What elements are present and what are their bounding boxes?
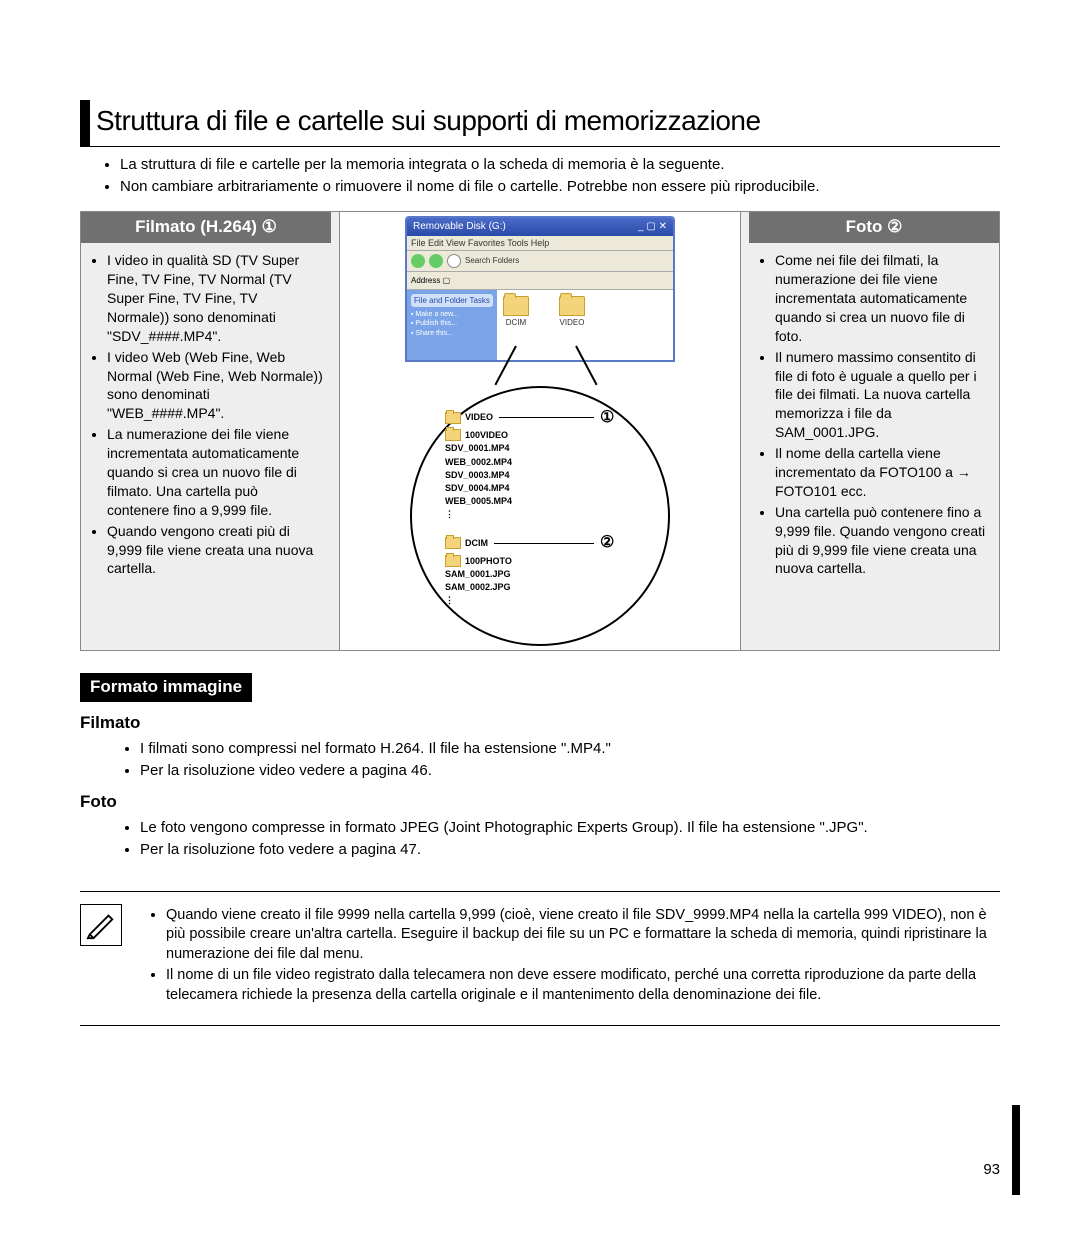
filmato-heading: Filmato <box>80 712 1000 735</box>
folder-view: DCIM VIDEO <box>497 290 673 360</box>
columns: Filmato (H.264) ① I video in qualità SD … <box>80 211 1000 650</box>
list-item: Il numero massimo consentito di file di … <box>775 348 991 442</box>
list-item: Per la risoluzione foto vedere a pagina … <box>140 840 1000 860</box>
window-title: Removable Disk (G:) <box>413 220 506 234</box>
note-body: Quando viene creato il file 9999 nella c… <box>142 904 1000 1008</box>
note-item: Il nome di un file video registrato dall… <box>166 966 1000 1005</box>
up-icon <box>447 254 461 268</box>
list-item: I filmati sono compressi nel formato H.2… <box>140 739 1000 759</box>
note-item: Quando viene creato il file 9999 nella c… <box>166 906 1000 965</box>
col-filmato: Filmato (H.264) ① I video in qualità SD … <box>81 212 331 649</box>
tasks-panel: File and Folder Tasks <box>411 294 493 308</box>
list-item: La numerazione dei file viene incrementa… <box>107 425 323 519</box>
page-number: 93 <box>983 1160 1000 1180</box>
intro-item: Non cambiare arbitrariamente o rimuovere… <box>120 177 1000 197</box>
formato-label: Formato immagine <box>80 673 252 702</box>
explorer-window: Removable Disk (G:) _ ▢ ✕ File Edit View… <box>405 216 675 361</box>
folder-icon <box>445 555 461 567</box>
address-bar: Address ▢ <box>407 272 673 290</box>
fwd-icon <box>429 254 443 268</box>
toolbar-text: Search Folders <box>465 256 519 267</box>
page-title: Struttura di file e cartelle sui support… <box>96 100 761 146</box>
intro-item: La struttura di file e cartelle per la m… <box>120 155 1000 175</box>
folder-icon <box>445 412 461 424</box>
magnifier-diagram: VIDEO ① 100VIDEO SDV_0001.MP4 WEB_0002.M… <box>405 356 675 646</box>
list-item: Quando vengono creati più di 9,999 file … <box>107 522 323 579</box>
list-item: Le foto vengono compresse in formato JPE… <box>140 818 1000 838</box>
list-item: Una cartella può contenere fino a 9,999 … <box>775 503 991 579</box>
intro-list: La struttura di file e cartelle per la m… <box>80 155 1000 198</box>
window-titlebar: Removable Disk (G:) _ ▢ ✕ <box>407 218 673 236</box>
foto-heading: Foto <box>80 791 1000 814</box>
divider <box>80 891 1000 892</box>
back-icon <box>411 254 425 268</box>
window-controls: _ ▢ ✕ <box>638 220 667 234</box>
list-item: I video in qualità SD (TV Super Fine, TV… <box>107 251 323 345</box>
tasks-pane: File and Folder Tasks ▪ Make a new...▪ P… <box>407 290 497 360</box>
page-title-wrap: Struttura di file e cartelle sui support… <box>80 100 1000 147</box>
note-block: Quando viene creato il file 9999 nella c… <box>80 904 1000 1027</box>
list-item: Per la risoluzione video vedere a pagina… <box>140 761 1000 781</box>
folder-video-icon: VIDEO <box>559 296 585 354</box>
folder-icon <box>445 537 461 549</box>
foto-list: Le foto vengono compresse in formato JPE… <box>80 818 1000 861</box>
file-tree: VIDEO ① 100VIDEO SDV_0001.MP4 WEB_0002.M… <box>445 406 614 608</box>
window-menu: File Edit View Favorites Tools Help <box>407 236 673 251</box>
window-toolbar: Search Folders <box>407 251 673 272</box>
diagram-column: Removable Disk (G:) _ ▢ ✕ File Edit View… <box>339 212 741 649</box>
col-header-right: Foto ② <box>749 212 999 243</box>
filmato-list: I filmati sono compressi nel formato H.2… <box>80 739 1000 782</box>
list-item: Come nei file dei filmati, la numerazion… <box>775 251 991 345</box>
page-tab <box>1012 1105 1020 1195</box>
note-icon <box>80 904 122 946</box>
col-foto: Foto ② Come nei file dei filmati, la num… <box>749 212 999 649</box>
folder-icon <box>445 429 461 441</box>
title-bar <box>80 100 90 146</box>
col-header-left: Filmato (H.264) ① <box>81 212 331 243</box>
list-item: I video Web (Web Fine, Web Normal (Web F… <box>107 348 323 424</box>
list-item: Il nome della cartella viene incrementat… <box>775 444 991 501</box>
